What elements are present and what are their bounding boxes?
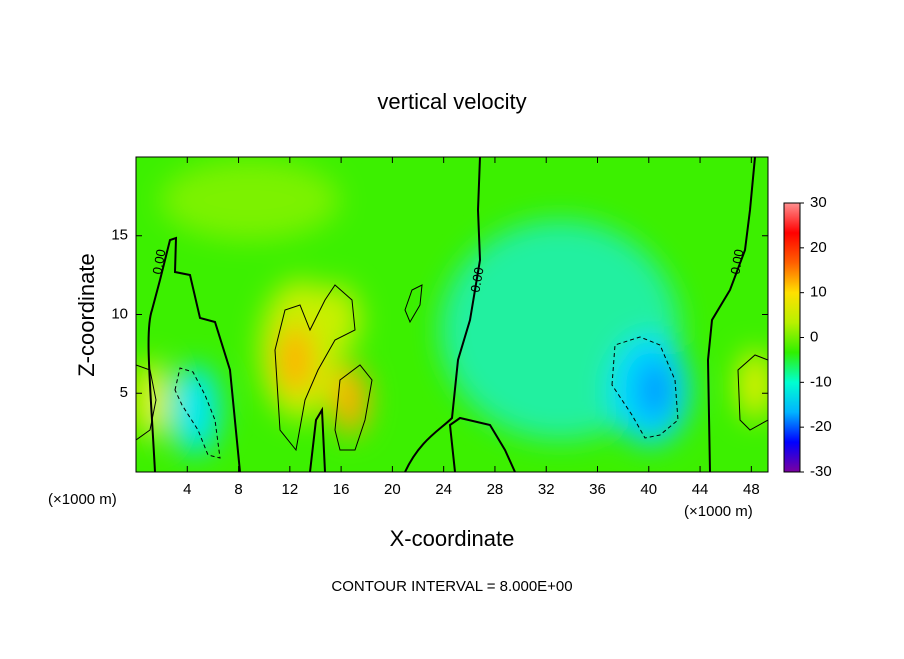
y-tick-label: 15: [111, 227, 128, 244]
y-unit-label: (×1000 m): [48, 491, 117, 508]
x-tick-label: 20: [384, 481, 401, 498]
contour-label: 0.00: [149, 248, 168, 276]
y-axis-label: Z-coordinate: [74, 253, 99, 377]
colorbar-tick-label: 10: [810, 284, 827, 301]
colorbar-tick-label: 20: [810, 239, 827, 256]
y-tick-label: 5: [120, 384, 128, 401]
x-tick-label: 40: [640, 481, 657, 498]
x-tick-label: 36: [589, 481, 606, 498]
x-tick-label: 24: [435, 481, 452, 498]
colorbar-tick-label: -20: [810, 418, 832, 435]
colorbar: [783, 202, 801, 473]
x-tick-label: 28: [487, 481, 504, 498]
chart-title: vertical velocity: [377, 89, 526, 114]
x-axis-label: X-coordinate: [390, 526, 515, 551]
contour-label: 0.00: [727, 248, 746, 276]
footer-note: CONTOUR INTERVAL = 8.000E+00: [331, 578, 572, 595]
x-unit-label: (×1000 m): [684, 503, 753, 520]
colorbar-tick-label: -10: [810, 373, 832, 390]
colorbar-tick-label: 30: [810, 194, 827, 211]
x-tick-label: 4: [183, 481, 191, 498]
x-tick-label: 16: [333, 481, 350, 498]
colorbar-tick-label: -30: [810, 463, 832, 480]
colorbar-tick-label: 0: [810, 328, 818, 345]
y-tick-label: 10: [111, 305, 128, 322]
x-tick-label: 48: [743, 481, 760, 498]
x-tick-label: 8: [234, 481, 242, 498]
contour-label: 0.00: [467, 266, 486, 294]
field: [136, 157, 768, 472]
x-tick-label: 12: [281, 481, 298, 498]
x-tick-label: 32: [538, 481, 555, 498]
x-tick-label: 44: [692, 481, 709, 498]
